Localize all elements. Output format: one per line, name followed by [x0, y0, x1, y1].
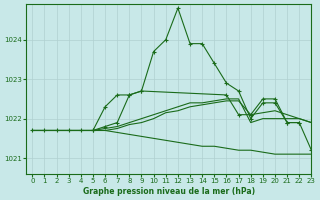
X-axis label: Graphe pression niveau de la mer (hPa): Graphe pression niveau de la mer (hPa): [83, 187, 255, 196]
